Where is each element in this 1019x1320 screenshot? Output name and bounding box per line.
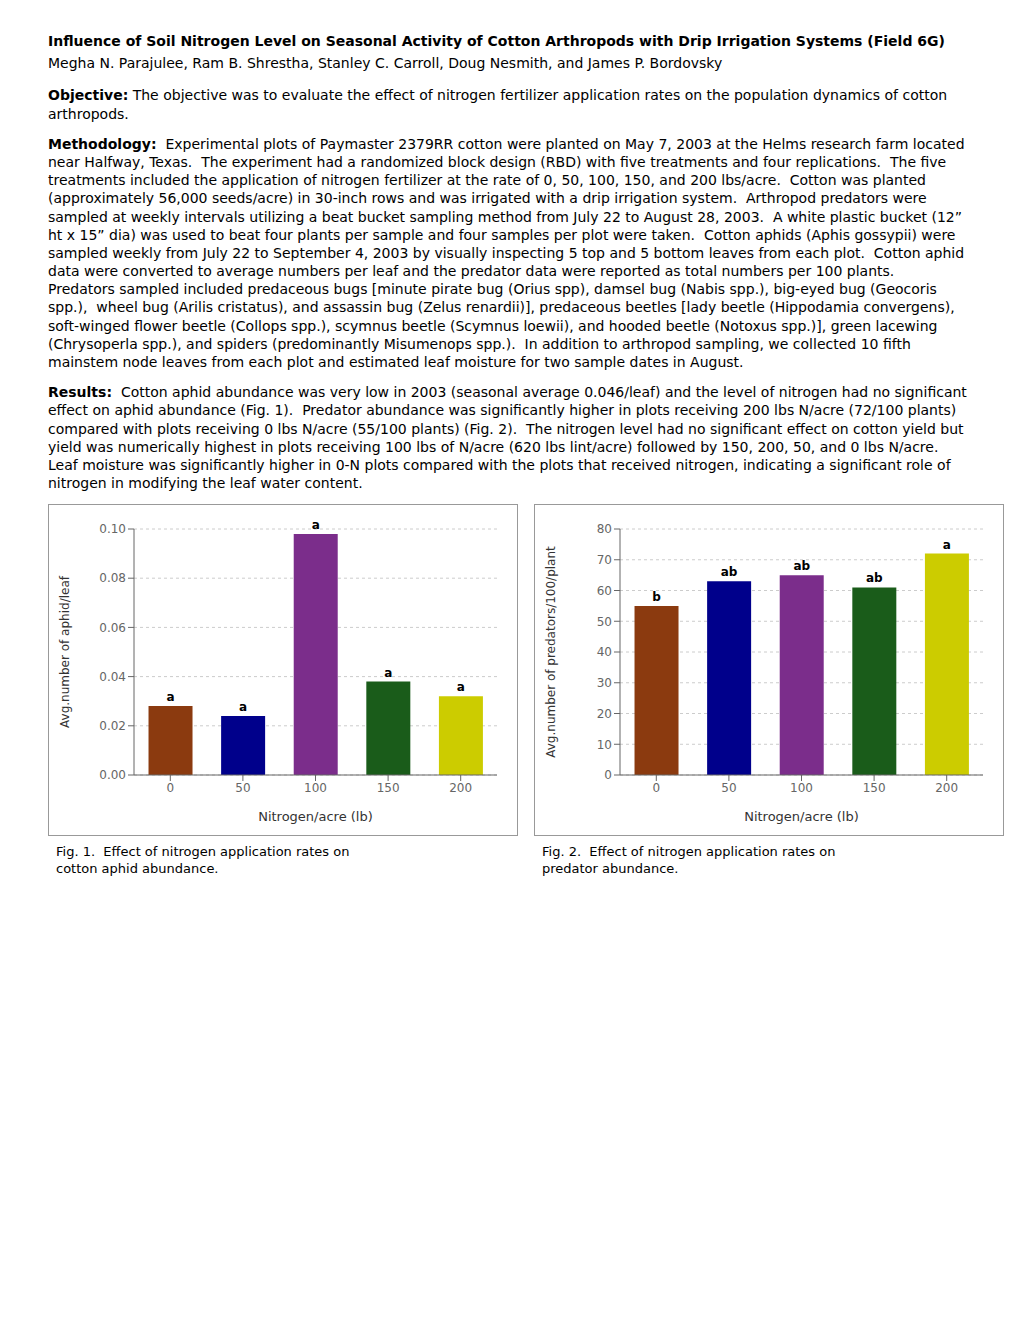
svg-text:a: a (166, 690, 174, 704)
svg-text:10: 10 (597, 738, 612, 752)
svg-text:200: 200 (935, 781, 958, 795)
svg-text:Nitrogen/acre (lb): Nitrogen/acre (lb) (744, 809, 859, 824)
svg-text:Avg.number of predators/100/pl: Avg.number of predators/100/plant (544, 546, 558, 758)
svg-text:0: 0 (652, 781, 660, 795)
svg-text:a: a (384, 666, 392, 680)
svg-text:60: 60 (597, 584, 612, 598)
svg-text:100: 100 (790, 781, 813, 795)
svg-text:0.04: 0.04 (99, 670, 126, 684)
svg-text:150: 150 (863, 781, 886, 795)
svg-text:0: 0 (166, 781, 174, 795)
html-text:Fig. 2. Effect of nitrogen app: Fig. 2. Effect of nitrogen application r… (542, 844, 836, 860)
svg-text:a: a (312, 518, 320, 532)
svg-text:0.02: 0.02 (99, 719, 126, 733)
svg-text:ab: ab (721, 566, 738, 580)
html-text:Methodology: Experimental plot: Methodology: Experimental plots of Payma… (48, 135, 969, 370)
svg-text:70: 70 (597, 553, 612, 567)
svg-text:a: a (943, 538, 951, 552)
html-text:Fig. 1. Effect of nitrogen app: Fig. 1. Effect of nitrogen application r… (56, 844, 350, 860)
svg-text:200: 200 (449, 781, 472, 795)
svg-text:0.10: 0.10 (99, 523, 126, 537)
svg-text:a: a (239, 700, 247, 714)
html-text:Objective: The objective was t: Objective: The objective was to evaluate… (48, 87, 952, 122)
svg-text:80: 80 (597, 523, 612, 537)
svg-text:30: 30 (597, 676, 612, 690)
html-text:predator abundance.: predator abundance. (542, 861, 679, 877)
svg-text:0.00: 0.00 (99, 769, 126, 783)
html-text:Results: Cotton aphid abundanc: Results: Cotton aphid abundance was very… (48, 384, 972, 492)
svg-text:150: 150 (377, 781, 400, 795)
svg-text:ab: ab (866, 572, 883, 586)
svg-text:50: 50 (235, 781, 250, 795)
svg-text:0: 0 (604, 769, 612, 783)
svg-text:Avg.number of aphid/leaf: Avg.number of aphid/leaf (58, 576, 72, 729)
html-text:cotton aphid abundance.: cotton aphid abundance. (56, 861, 219, 877)
svg-text:0.06: 0.06 (99, 621, 126, 635)
svg-text:Nitrogen/acre (lb): Nitrogen/acre (lb) (258, 809, 373, 824)
svg-text:50: 50 (597, 615, 612, 629)
svg-text:100: 100 (304, 781, 327, 795)
svg-text:20: 20 (597, 707, 612, 721)
svg-text:b: b (652, 590, 661, 604)
html-text:Influence of Soil Nitrogen Lev: Influence of Soil Nitrogen Level on Seas… (48, 33, 945, 49)
html-text:Megha N. Parajulee, Ram B. Shr: Megha N. Parajulee, Ram B. Shrestha, Sta… (48, 55, 723, 72)
svg-text:50: 50 (721, 781, 736, 795)
svg-text:ab: ab (793, 559, 810, 573)
svg-text:a: a (457, 681, 465, 695)
svg-text:0.08: 0.08 (99, 572, 126, 586)
svg-text:40: 40 (597, 646, 612, 660)
